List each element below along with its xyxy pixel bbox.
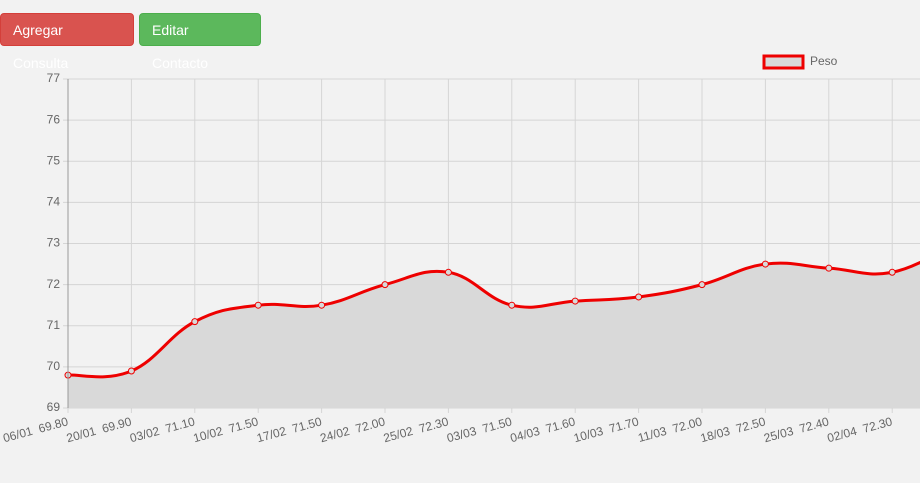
x-tick-label: 18/03 72.50 (699, 414, 767, 445)
legend-label: Peso (810, 54, 838, 68)
x-tick-label: 24/02 72.00 (319, 414, 387, 445)
y-tick-label: 70 (47, 359, 61, 373)
x-tick-label: 10/02 71.50 (192, 414, 260, 445)
y-tick-label: 72 (47, 277, 61, 291)
x-tick-label: 03/02 71.10 (128, 414, 196, 445)
edit-contact-button[interactable]: Editar Contacto (139, 13, 261, 71)
y-tick-label: 74 (47, 195, 61, 209)
point (508, 301, 516, 309)
point (318, 301, 326, 309)
x-tick-label: 11/03 72.00 (636, 414, 704, 445)
point (888, 268, 896, 276)
x-tick-label: 06/01 69.80 (2, 414, 70, 445)
x-tick-label: 10/03 71.70 (572, 414, 640, 445)
x-tick-label: 17/02 71.50 (255, 414, 323, 445)
y-tick-label: 73 (47, 236, 61, 250)
point (635, 293, 643, 301)
point (254, 301, 262, 309)
y-tick-label: 76 (47, 112, 61, 126)
point (761, 260, 769, 268)
y-tick-label: 69 (47, 400, 61, 414)
add-consult-button[interactable]: Agregar Consulta (0, 13, 134, 71)
point (571, 297, 579, 305)
x-tick-label: 04/03 71.60 (509, 414, 577, 445)
point (381, 281, 389, 289)
x-tick-label: 20/01 69.90 (65, 414, 133, 445)
point (191, 318, 199, 326)
x-tick-label: 03/03 71.50 (445, 414, 513, 445)
point (444, 268, 452, 276)
y-tick-label: 71 (47, 318, 61, 332)
point (825, 264, 833, 272)
y-tick-label: 75 (47, 153, 61, 167)
legend-swatch (762, 54, 805, 70)
area (68, 262, 920, 408)
x-tick-label: 02/04 72.30 (826, 414, 894, 445)
point (698, 281, 706, 289)
point (127, 367, 135, 375)
x-tick-label: 25/03 72.40 (762, 414, 830, 445)
y-tick-label: 77 (47, 71, 61, 85)
x-tick-label: 25/02 72.30 (382, 414, 450, 445)
